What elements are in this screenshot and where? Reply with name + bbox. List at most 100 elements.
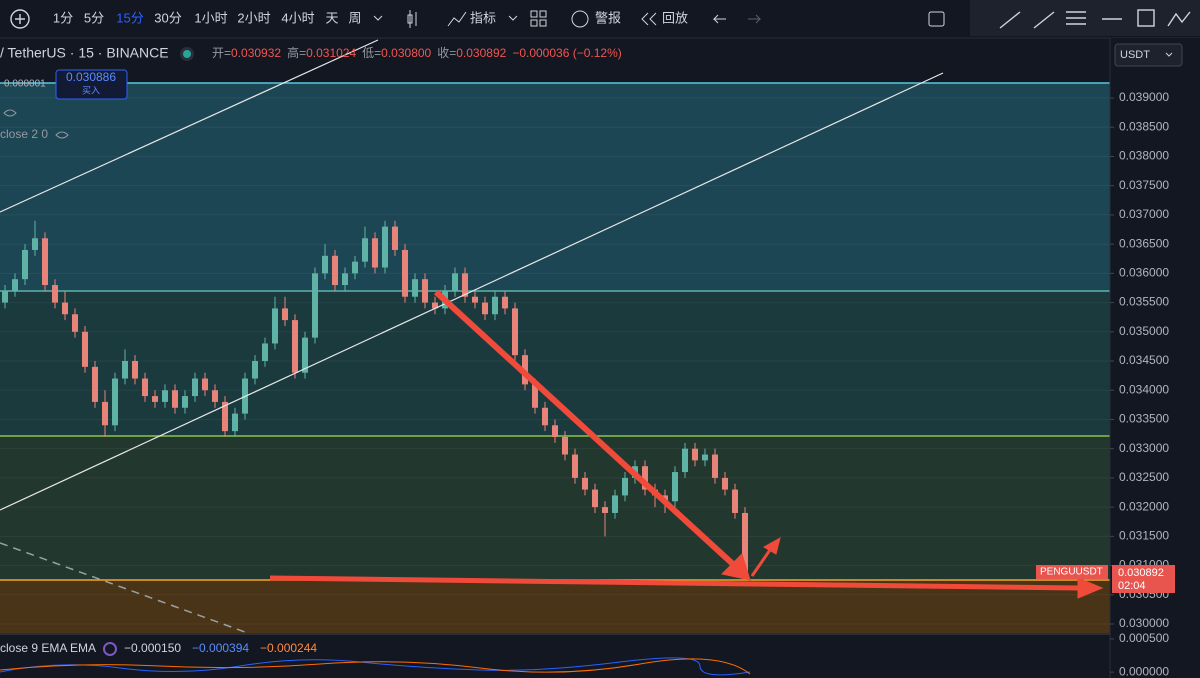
y-tick-label: 0.039000 [1119, 90, 1169, 104]
ohlc-value: 0.030892 [456, 46, 506, 60]
zone [0, 83, 1110, 292]
macd-tick-label: 0.000000 [1119, 664, 1169, 678]
toolbar-button[interactable]: 指标 [470, 10, 496, 25]
candle-body [232, 413, 238, 432]
visibility-icon[interactable] [3, 109, 17, 117]
y-tick-label: 0.030000 [1119, 616, 1169, 630]
candle-body [472, 296, 478, 303]
macd-tick-label: 0.000500 [1119, 631, 1169, 645]
symbol-title: / TetherUS · 15 · BINANCE [0, 45, 169, 61]
candle-body [172, 390, 178, 408]
candle-body [732, 489, 738, 513]
candle-body [152, 396, 158, 402]
candle-body [562, 436, 568, 455]
interval-button[interactable]: 15分 [116, 10, 143, 25]
drawing-tools[interactable] [999, 9, 1191, 29]
ohlc-label: 收= [437, 46, 456, 60]
interval-button[interactable]: 30分 [154, 10, 181, 25]
interval-button[interactable]: 4小时 [281, 10, 314, 25]
redo-button[interactable] [748, 14, 762, 24]
candle-body [202, 378, 208, 391]
candle-body [602, 507, 608, 513]
candle-body [702, 454, 708, 461]
y-tick-label: 0.038000 [1119, 149, 1169, 163]
ohlc-label: 高= [287, 45, 306, 60]
candle-body [92, 366, 98, 402]
candle-body [502, 296, 508, 309]
candle-body [742, 512, 748, 572]
candle-body [62, 302, 68, 315]
interval-button[interactable]: 1小时 [194, 10, 227, 25]
indicator-more[interactable] [508, 15, 518, 21]
ohlc-value: 0.030932 [231, 46, 281, 60]
candle-body [452, 273, 458, 291]
interval-button[interactable]: 1分 [53, 10, 73, 25]
candle-body [422, 279, 428, 303]
candle-body [12, 279, 18, 291]
visibility-icon[interactable] [55, 131, 69, 139]
candle-body [222, 401, 228, 432]
zone [0, 580, 1110, 633]
fullscreen-button[interactable] [928, 11, 945, 27]
candle-body [72, 314, 78, 332]
candle-body [182, 396, 188, 408]
trend-line [0, 39, 379, 213]
more-intervals[interactable] [373, 15, 383, 21]
layout-button[interactable] [530, 10, 547, 27]
buy-button[interactable] [55, 69, 128, 100]
candle-body [372, 238, 378, 268]
interval-button[interactable]: 周 [348, 10, 361, 25]
candle-body [492, 296, 498, 315]
candle-body [612, 495, 618, 513]
candle-body [642, 466, 648, 490]
symbol-tag-text: PENGUUSDT [1040, 567, 1103, 578]
signal-line [0, 658, 751, 675]
candle-body [552, 425, 558, 437]
ohlc-value: 0.030800 [381, 46, 431, 60]
indicator-value: −0.000394 [192, 641, 249, 655]
y-tick-label: 0.034000 [1119, 382, 1169, 396]
candle-body [542, 407, 548, 426]
candle-body [432, 302, 438, 309]
indicator-icon [103, 642, 117, 656]
candle-body [382, 226, 388, 268]
axis-labels: 0.0300000.0305000.0310000.0315000.032000… [1110, 90, 1169, 678]
y-tick-label: 0.033500 [1119, 412, 1169, 426]
toolbar-button[interactable]: 警报 [595, 10, 621, 25]
undo-button[interactable] [712, 14, 726, 24]
currency-select[interactable] [1114, 43, 1183, 67]
last-price: 0.030892 [1118, 567, 1164, 579]
y-tick-label: 0.035000 [1119, 324, 1169, 338]
indicator-label: close 2 0 [0, 127, 48, 141]
toolbar-items: 1分 5分 15分 30分 1小时 2小时 4小时天周 指标 警报 回放 [53, 10, 688, 25]
ohlc-value: 0.031024 [306, 46, 356, 60]
candle-body [122, 361, 128, 379]
chart-type-button[interactable] [407, 10, 417, 28]
ohlc-label: 开= [212, 46, 231, 60]
y-tick-label: 0.033000 [1119, 441, 1169, 455]
y-tick-label: 0.036000 [1119, 266, 1169, 280]
status-dot [183, 50, 191, 58]
candle-body [412, 279, 418, 297]
candle-body [532, 384, 538, 408]
candle-body [582, 477, 588, 490]
toolbar-button[interactable]: 回放 [662, 10, 688, 25]
red-arrows [269, 289, 1104, 599]
interval-button[interactable]: 2小时 [237, 10, 270, 25]
replay-icon [641, 12, 657, 26]
candle-body [292, 320, 298, 373]
candle-body [322, 255, 328, 274]
interval-button[interactable]: 5分 [84, 10, 104, 25]
dashed-line [0, 542, 246, 633]
indicator-label: close 9 EMA EMA [0, 641, 96, 655]
candle-body [312, 273, 318, 338]
currency: USDT [1120, 49, 1150, 61]
candle-body [52, 285, 58, 303]
candle-body [42, 238, 48, 286]
interval-button[interactable]: 天 [325, 10, 338, 25]
candle-body [362, 238, 368, 262]
candle-body [22, 249, 28, 280]
candle-body [192, 378, 198, 397]
add-symbol-button[interactable] [10, 9, 30, 29]
